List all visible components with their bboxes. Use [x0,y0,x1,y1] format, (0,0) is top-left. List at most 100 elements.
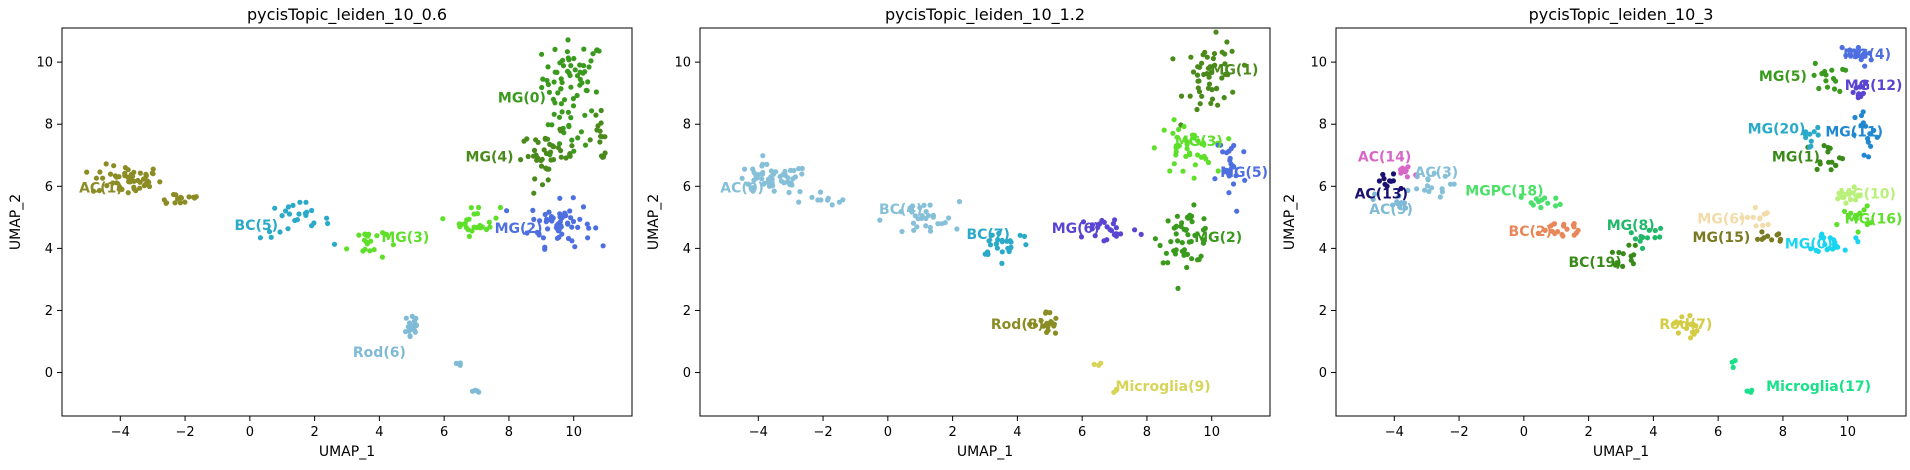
scatter-point [1860,52,1866,58]
scatter-point [751,177,757,183]
cluster-label: Rod(6) [353,345,406,361]
scatter-point [1765,221,1771,228]
scatter-point [898,209,904,215]
scatter-point [829,202,835,208]
scatter-point [163,200,169,206]
scatter-point [1201,142,1207,148]
scatter-point [770,183,776,189]
x-tick-label: 10 [565,425,582,440]
scatter-point [556,227,562,233]
scatter-point [119,186,125,192]
scatter-point [1402,169,1408,175]
scatter-point [1021,233,1028,239]
scatter-point [1201,216,1207,222]
scatter-point [993,241,1000,247]
scatter-point [1612,262,1619,268]
scatter-point [567,151,573,157]
scatter-point [1539,197,1545,203]
scatter-point [1447,181,1454,187]
y-tick-label: 8 [683,118,691,133]
scatter-point [1867,131,1873,137]
scatter-point [1863,80,1869,86]
cluster-label: BC(2) [1509,224,1552,240]
scatter-point [1777,238,1783,244]
scatter-point [325,220,331,227]
scatter-point [409,313,415,319]
scatter-point [1831,86,1838,92]
scatter-point [593,89,600,95]
scatter-point [412,319,418,325]
scatter-point [1824,84,1831,90]
scatter-point [1535,230,1541,236]
scatter-point [403,315,409,321]
scatter-point [1866,50,1872,56]
scatter-point [1807,144,1813,150]
scatter-point [1175,285,1181,291]
scatter-point [1157,242,1163,249]
scatter-point [1190,69,1197,75]
scatter-point [1207,64,1213,70]
scatter-point [1197,101,1203,107]
scatter-point [142,181,149,187]
scatter-point [1165,218,1171,224]
scatter-point [474,211,481,217]
scatter-point [877,217,883,223]
scatter-point [567,208,573,214]
scatter-point [1687,313,1693,319]
scatter-point [1808,246,1814,252]
scatter-point [292,217,298,224]
scatter-point [1370,196,1376,202]
scatter-point [1032,322,1039,328]
scatter-point [1839,44,1845,51]
scatter-point [1632,242,1638,248]
scatter-point [285,204,291,210]
cluster-label: MG(4) [466,150,514,166]
scatter-point [1230,181,1237,187]
scatter-point [815,197,821,203]
scatter-point [1538,204,1544,211]
scatter-point [1848,52,1854,58]
scatter-point [1836,190,1842,196]
scatter-point [799,171,805,177]
scatter-point [477,225,483,231]
scatter-point [599,134,605,140]
scatter-point [559,231,565,237]
scatter-point [1626,242,1632,248]
scatter-point [585,235,591,241]
scatter-point [361,237,368,243]
scatter-point [466,233,472,239]
cluster-label: MG(6) [1052,221,1100,237]
scatter-point [580,204,587,210]
scatter-point [1631,252,1637,258]
scatter-point [1855,229,1861,235]
scatter-point [577,216,583,222]
scatter-point [590,51,596,57]
cluster-label: MG(5) [1220,165,1268,181]
scatter-point [1195,85,1201,91]
scatter-point [1431,170,1437,176]
scatter-point [356,232,362,238]
x-axis-label: UMAP_1 [1593,444,1649,460]
scatter-point [1620,263,1626,269]
axes-frame [61,27,633,417]
scatter-point [1424,183,1431,189]
scatter-point [1442,173,1448,179]
scatter-point [563,155,569,161]
scatter-point [549,122,555,128]
scatter-point [556,114,563,120]
scatter-point [1089,222,1096,228]
scatter-point [1205,159,1212,166]
scatter-point [466,216,472,222]
scatter-point [483,226,490,233]
scatter-point [1637,238,1643,244]
scatter-point [272,205,278,211]
scatter-point [1814,166,1820,172]
scatter-point [1233,173,1239,179]
scatter-point [1628,230,1634,236]
scatter-point [531,216,537,222]
scatter-point [1398,200,1404,206]
scatter-point [1826,159,1832,165]
scatter-point [1189,213,1195,219]
scatter-point [1640,234,1646,240]
